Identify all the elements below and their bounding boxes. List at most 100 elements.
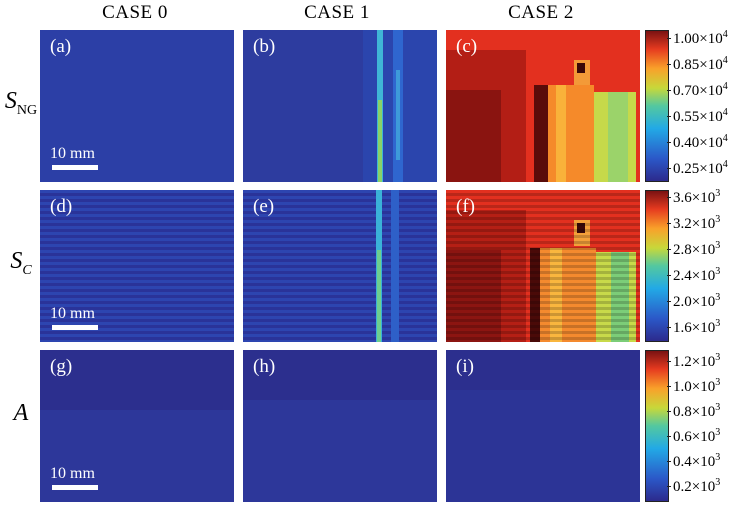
tick-exponent: 4	[722, 81, 728, 92]
colorbar-a-tick: 0.6×103	[673, 428, 720, 445]
tick-exponent: 3	[715, 352, 721, 363]
colorbar-tick-mark	[667, 116, 671, 117]
row-symbol: S	[4, 88, 17, 114]
scale-bar: 10 mm	[50, 145, 130, 170]
panel-g: (g) 10 mm	[40, 350, 234, 502]
row-symbol: A	[13, 400, 29, 426]
scale-bar-label: 10 mm	[50, 465, 95, 482]
colorbar-tick-mark	[667, 327, 671, 328]
row-subscript: NG	[16, 102, 38, 118]
scale-bar-line	[52, 165, 98, 170]
colorbar-sc-tick: 2.4×103	[673, 267, 720, 284]
panel-letter: (h)	[253, 356, 276, 377]
colorbar-tick-mark	[667, 301, 671, 302]
tick-mantissa: 0.25×10	[673, 161, 723, 177]
column-header-case1: CASE 1	[304, 2, 370, 23]
panel-letter: (g)	[50, 356, 73, 377]
tick-exponent: 3	[715, 377, 721, 388]
colorbar-sng-tick: 0.70×104	[673, 82, 728, 99]
tick-mantissa: 0.4×10	[673, 454, 716, 470]
colorbar-tick-mark	[667, 90, 671, 91]
row-label-sng: SNG	[4, 88, 38, 119]
colorbar-sng-tick: 0.25×104	[673, 160, 728, 177]
colorbar-sng	[645, 30, 669, 182]
tick-mantissa: 2.0×10	[673, 294, 716, 310]
tick-exponent: 3	[715, 292, 721, 303]
tick-mantissa: 0.8×10	[673, 404, 716, 420]
colorbar-a	[645, 350, 669, 502]
colorbar-tick-mark	[667, 461, 671, 462]
panel-letter: (d)	[50, 196, 73, 217]
scale-bar-line	[52, 485, 98, 490]
colorbar-sc	[645, 190, 669, 342]
panel-f: (f)	[446, 190, 640, 342]
panel-a-image	[40, 30, 234, 182]
tick-mantissa: 0.2×10	[673, 479, 716, 495]
tick-exponent: 4	[722, 29, 728, 40]
colorbar-sng-tick: 0.40×104	[673, 134, 728, 151]
panel-letter: (e)	[253, 196, 275, 217]
colorbar-sng-tick: 1.00×104	[673, 30, 728, 47]
panel-letter: (c)	[456, 36, 478, 57]
colorbar-sc-tick: 2.0×103	[673, 293, 720, 310]
scale-bar-label: 10 mm	[50, 145, 95, 162]
tick-mantissa: 1.2×10	[673, 354, 716, 370]
panel-letter: (a)	[50, 36, 72, 57]
row-subscript: C	[22, 262, 32, 278]
panel-a: (a) 10 mm	[40, 30, 234, 182]
colorbar-sc-gradient	[646, 191, 668, 341]
tick-exponent: 4	[722, 107, 728, 118]
tick-mantissa: 0.70×10	[673, 83, 723, 99]
panel-d-image	[40, 190, 234, 342]
colorbar-tick-mark	[667, 142, 671, 143]
panel-b-image	[243, 30, 437, 182]
colorbar-sc-tick: 1.6×103	[673, 319, 720, 336]
tick-mantissa: 0.40×10	[673, 135, 723, 151]
colorbar-a-tick: 1.2×103	[673, 353, 720, 370]
colorbar-sng-tick: 0.55×104	[673, 108, 728, 125]
colorbar-sc-tick: 3.6×103	[673, 189, 720, 206]
panel-h-image	[243, 350, 437, 502]
tick-mantissa: 1.6×10	[673, 320, 716, 336]
tick-exponent: 4	[722, 159, 728, 170]
colorbar-tick-mark	[667, 436, 671, 437]
panel-b: (b)	[243, 30, 437, 182]
colorbar-a-tick: 0.4×103	[673, 453, 720, 470]
colorbar-tick-mark	[667, 275, 671, 276]
tick-mantissa: 1.00×10	[673, 31, 723, 47]
tick-exponent: 3	[715, 452, 721, 463]
tick-mantissa: 2.8×10	[673, 242, 716, 258]
colorbar-tick-mark	[667, 38, 671, 39]
tick-mantissa: 0.55×10	[673, 109, 723, 125]
tick-mantissa: 0.85×10	[673, 57, 723, 73]
colorbar-tick-mark	[667, 64, 671, 65]
colorbar-tick-mark	[667, 197, 671, 198]
colorbar-a-tick: 0.2×103	[673, 478, 720, 495]
colorbar-tick-mark	[667, 223, 671, 224]
row-label-a: A	[4, 400, 38, 427]
panel-d: (d) 10 mm	[40, 190, 234, 342]
tick-exponent: 3	[715, 214, 721, 225]
tick-exponent: 4	[722, 55, 728, 66]
tick-mantissa: 3.2×10	[673, 216, 716, 232]
tick-exponent: 3	[715, 318, 721, 329]
panel-c: (c)	[446, 30, 640, 182]
scale-bar-label: 10 mm	[50, 305, 95, 322]
tick-exponent: 3	[715, 240, 721, 251]
colorbar-sng-gradient	[646, 31, 668, 181]
tick-exponent: 3	[715, 188, 721, 199]
colorbar-sc-tick: 3.2×103	[673, 215, 720, 232]
tick-mantissa: 0.6×10	[673, 429, 716, 445]
tick-exponent: 4	[722, 133, 728, 144]
colorbar-tick-mark	[667, 168, 671, 169]
tick-exponent: 3	[715, 477, 721, 488]
colorbar-tick-mark	[667, 361, 671, 362]
panel-i: (i)	[446, 350, 640, 502]
panel-f-image	[446, 190, 640, 342]
column-header-case0: CASE 0	[102, 2, 168, 23]
tick-mantissa: 1.0×10	[673, 379, 716, 395]
scale-bar: 10 mm	[50, 465, 130, 490]
panel-i-image	[446, 350, 640, 502]
panel-c-image	[446, 30, 640, 182]
tick-mantissa: 2.4×10	[673, 268, 716, 284]
